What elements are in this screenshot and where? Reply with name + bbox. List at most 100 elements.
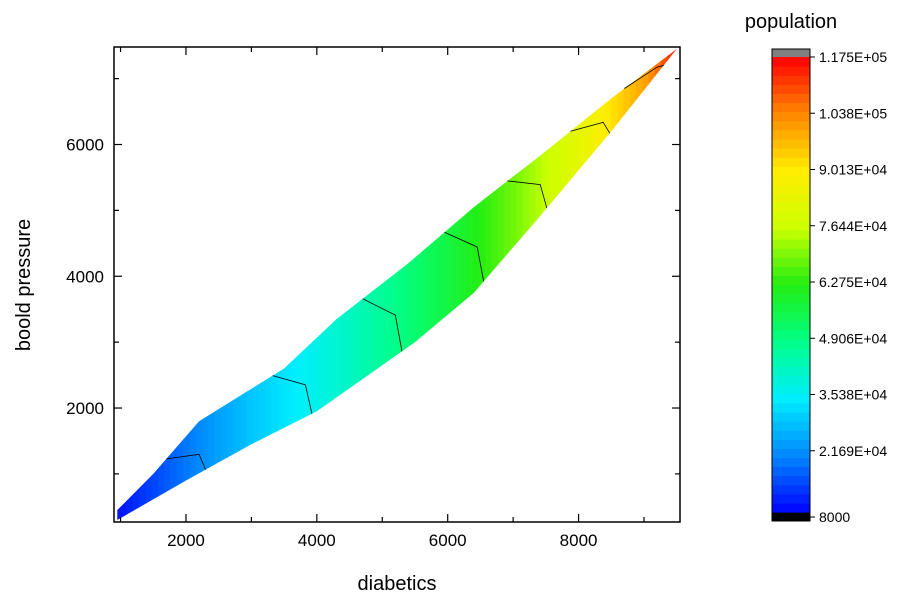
contour-band: [239, 49, 247, 520]
contour-band: [120, 49, 128, 520]
colorbar-band: [772, 284, 810, 295]
colorbar-band: [772, 366, 810, 377]
contour-band: [371, 49, 379, 520]
colorbar-band: [772, 57, 810, 67]
contour-band: [560, 49, 568, 520]
contour-band: [334, 49, 342, 520]
colorbar-band: [772, 111, 810, 122]
contour-band: [220, 49, 228, 520]
contour-band: [522, 49, 530, 520]
contour-band: [403, 49, 411, 520]
colorbar-band: [772, 402, 810, 413]
contour-band: [290, 49, 298, 520]
colorbar-band: [772, 275, 810, 286]
contour-band: [315, 49, 323, 520]
colorbar-label: 7.644E+04: [819, 218, 887, 234]
colorbar-band: [772, 357, 810, 367]
x-axis: 2000 4000 6000 8000: [119, 47, 645, 550]
colorbar-band: [772, 202, 810, 213]
colorbar-band: [772, 102, 810, 113]
contour-band: [516, 49, 524, 520]
colorbar-band: [772, 211, 810, 222]
contour-band: [170, 49, 178, 520]
contour-band: [176, 49, 184, 520]
contour-band: [164, 49, 172, 520]
y-tick-label: 4000: [66, 267, 104, 286]
contour-band: [428, 49, 436, 520]
colorbar-frame: [771, 48, 811, 522]
contour-band: [271, 49, 279, 520]
contour-band: [566, 49, 574, 520]
colorbar-band: [772, 148, 810, 158]
contour-band: [384, 49, 392, 520]
contour-band: [397, 49, 405, 520]
contour-band: [415, 49, 423, 520]
contour-band: [151, 49, 159, 520]
x-axis-title: diabetics: [358, 573, 437, 595]
colorbar-band: [772, 348, 810, 358]
contour-band: [327, 49, 335, 520]
colorbar-band: [772, 239, 810, 249]
contour-line: [570, 121, 611, 134]
colorbar-band: [772, 484, 810, 495]
colorbar-label: 9.013E+04: [819, 162, 887, 178]
contour-band: [378, 49, 386, 520]
contour-band: [648, 49, 656, 520]
colorbar-band: [772, 220, 810, 231]
colorbar-label: 1.175E+05: [819, 49, 887, 65]
contour-band: [309, 49, 317, 520]
contour-band: [434, 49, 442, 520]
colorbar-label: 8000: [819, 509, 850, 525]
contour-band: [277, 49, 285, 520]
contour-band: [535, 49, 543, 520]
contour-band: [252, 49, 260, 520]
contour-band: [258, 49, 266, 520]
contour-band: [302, 49, 310, 520]
contour-band: [189, 49, 197, 520]
colorbar-band: [772, 138, 810, 149]
contour-line: [444, 231, 485, 282]
contour-band: [642, 49, 650, 520]
contour-band: [353, 49, 361, 520]
colorbar-band: [772, 129, 810, 140]
contour-band: [283, 49, 291, 520]
colorbar-band: [772, 493, 810, 504]
colorbar-band: [772, 457, 810, 468]
contour-band: [422, 49, 430, 520]
colorbar-band: [772, 257, 810, 267]
y-axis-title: boold pressure: [13, 219, 35, 351]
colorbar-band: [772, 411, 810, 422]
contour-line: [362, 298, 403, 352]
contour-band: [554, 49, 562, 520]
colorbar-label: 6.275E+04: [819, 274, 887, 290]
x-tick-label: 8000: [560, 531, 598, 550]
contour-band: [202, 49, 210, 520]
colorbar-band: [772, 466, 810, 477]
contour-band: [466, 49, 474, 520]
colorbar-label: 3.538E+04: [819, 387, 887, 403]
contour-line: [624, 65, 664, 89]
contour-band: [629, 49, 637, 520]
contour-band: [497, 49, 505, 520]
colorbar-band: [772, 448, 810, 458]
contour-band: [447, 49, 455, 520]
contour-band: [491, 49, 499, 520]
contour-band: [346, 49, 354, 520]
colorbar-band: [772, 475, 810, 486]
contour-region: [117, 49, 677, 520]
colorbar-band: [772, 75, 810, 85]
contour-band: [340, 49, 348, 520]
colorbar-label: 4.906E+04: [819, 330, 887, 346]
contour-band: [667, 49, 675, 520]
contour-band: [390, 49, 398, 520]
contour-band: [573, 49, 581, 520]
contour-band: [510, 49, 518, 520]
colorbar-band: [772, 66, 810, 76]
colorbar-band: [772, 193, 810, 204]
contour-band: [365, 49, 373, 520]
colorbar: 1.175E+05 1.038E+05 9.013E+04 7.644E+04 6.27…: [771, 48, 887, 525]
contour-line: [507, 180, 548, 209]
contour-band: [183, 49, 191, 520]
contour-band: [592, 49, 600, 520]
colorbar-band: [772, 302, 810, 313]
